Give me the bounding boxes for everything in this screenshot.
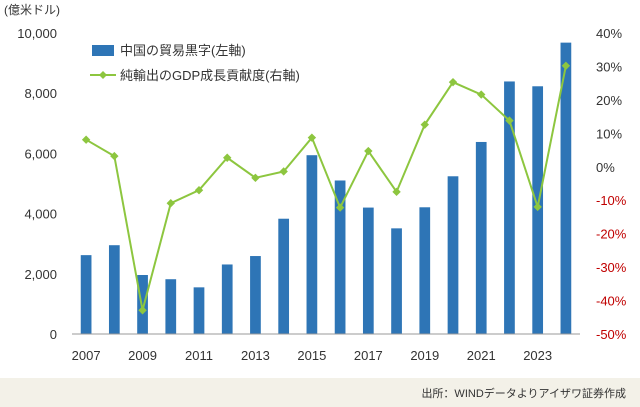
gdp-contribution-point — [420, 120, 429, 129]
trade-surplus-bar — [80, 255, 92, 334]
right-axis-tick-label: -50% — [596, 327, 627, 342]
gdp-contribution-point — [533, 202, 542, 212]
trade-surplus-bar — [108, 245, 120, 334]
x-axis-tick-label: 2021 — [467, 348, 496, 363]
gdp-contribution-point — [81, 135, 91, 144]
trade-surplus-bar — [278, 218, 290, 334]
gdp-contribution-point — [194, 185, 204, 195]
x-axis-tick-label: 2013 — [241, 348, 270, 363]
x-axis-tick-label: 2009 — [128, 348, 157, 363]
right-axis-tick-label: 30% — [596, 59, 622, 74]
gdp-contribution-point — [110, 151, 119, 161]
right-axis-tick-label: 40% — [596, 26, 622, 41]
trade-surplus-bar — [250, 256, 261, 334]
right-axis-tick-label: 20% — [596, 93, 622, 108]
left-axis-tick-label: 0 — [50, 327, 57, 342]
trade-surplus-bar — [362, 207, 374, 334]
trade-surplus-bar — [475, 141, 487, 334]
gdp-contribution-point — [364, 146, 373, 156]
right-axis-tick-label: 10% — [596, 126, 622, 141]
right-axis-tick-label: -40% — [596, 294, 627, 309]
trade-surplus-bar — [419, 207, 431, 334]
trade-surplus-bar — [560, 42, 572, 335]
line-series — [81, 61, 571, 315]
x-axis-tick-label: 2015 — [297, 348, 326, 363]
right-axis-tick-label: -30% — [596, 260, 627, 275]
right-axis-tick-label: -10% — [596, 193, 627, 208]
legend-label-line: 純輸出のGDP成長貢献度(右軸) — [120, 68, 300, 83]
x-axis-tick-label: 2011 — [185, 348, 213, 363]
left-axis-tick-label: 2,000 — [24, 267, 57, 282]
left-axis-tick-label: 10,000 — [17, 26, 57, 41]
x-axis: 2007 2009 2011 2013 2015 2017 2019 2021 2023 — [72, 333, 580, 363]
trade-surplus-bar — [504, 81, 515, 334]
gdp-contribution-point — [223, 153, 232, 162]
trade-surplus-bar — [221, 264, 233, 334]
gdp-contribution-point — [561, 61, 571, 70]
trade-surplus-bar — [137, 275, 148, 334]
gdp-contribution-point — [307, 133, 317, 142]
gdp-contribution-point — [166, 199, 175, 208]
left-axis: 0 2,000 4,000 6,000 8,000 10,000 — [17, 26, 57, 342]
trade-surplus-bar — [165, 279, 177, 334]
bar-series — [80, 42, 572, 335]
gdp-contribution-point — [279, 167, 288, 176]
right-axis-tick-label: 0% — [596, 160, 615, 175]
gdp-contribution-point — [448, 77, 458, 87]
source-note: 出所：WINDデータよりアイザワ証券作成 — [421, 388, 626, 400]
gdp-contribution-point — [477, 90, 486, 99]
trade-surplus-bar — [306, 155, 318, 334]
gdp-contribution-point — [335, 203, 345, 212]
trade-surplus-bar — [447, 176, 459, 334]
legend-swatch-marker — [99, 71, 107, 79]
left-axis-tick-label: 6,000 — [24, 146, 57, 161]
trade-surplus-bar — [334, 180, 346, 334]
gdp-contribution-point — [392, 187, 401, 197]
right-axis-tick-label: -20% — [596, 227, 627, 242]
gdp-contribution-point — [251, 173, 260, 183]
gdp-contribution-point — [138, 306, 147, 315]
x-axis-tick-label: 2017 — [354, 348, 383, 363]
left-axis-tick-label: 8,000 — [24, 86, 57, 101]
x-axis-tick-label: 2007 — [72, 348, 101, 363]
x-axis-tick-label: 2023 — [523, 348, 552, 363]
right-axis: -50% -40% -30% -20% -10% 0% 10% 20% 30% 40% — [596, 26, 627, 342]
x-axis-tick-label: 2019 — [410, 348, 439, 363]
footer-bar: 出所：WINDデータよりアイザワ証券作成 — [0, 378, 640, 407]
legend-swatch-bar — [92, 45, 114, 56]
trade-surplus-bar — [391, 228, 402, 334]
gdp-contribution-point — [505, 116, 514, 125]
legend: 中国の貿易黒字(左軸) 純輸出のGDP成長貢献度(右軸) — [90, 43, 300, 83]
gdp-contribution-line — [85, 65, 567, 311]
left-axis-tick-label: 4,000 — [24, 207, 57, 222]
trade-surplus-bar — [193, 287, 205, 334]
left-axis-unit-label: (億米ドル) — [4, 3, 60, 17]
legend-label-bar: 中国の貿易黒字(左軸) — [120, 43, 246, 58]
